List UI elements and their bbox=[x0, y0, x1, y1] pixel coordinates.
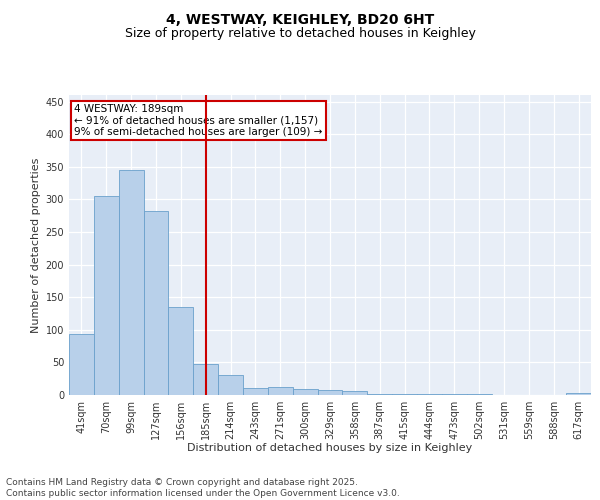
Text: Contains HM Land Registry data © Crown copyright and database right 2025.
Contai: Contains HM Land Registry data © Crown c… bbox=[6, 478, 400, 498]
Y-axis label: Number of detached properties: Number of detached properties bbox=[31, 158, 41, 332]
Bar bbox=[268, 387, 293, 395]
Bar bbox=[143, 211, 169, 395]
Bar bbox=[442, 394, 467, 395]
Bar bbox=[218, 376, 243, 395]
Bar bbox=[193, 364, 218, 395]
Text: 4 WESTWAY: 189sqm
← 91% of detached houses are smaller (1,157)
9% of semi-detach: 4 WESTWAY: 189sqm ← 91% of detached hous… bbox=[74, 104, 323, 137]
Bar bbox=[94, 196, 119, 395]
Bar bbox=[243, 388, 268, 395]
Bar bbox=[293, 389, 317, 395]
Bar bbox=[417, 394, 442, 395]
Bar bbox=[392, 394, 417, 395]
Text: 4, WESTWAY, KEIGHLEY, BD20 6HT: 4, WESTWAY, KEIGHLEY, BD20 6HT bbox=[166, 12, 434, 26]
Bar bbox=[169, 307, 193, 395]
Bar bbox=[566, 393, 591, 395]
Bar bbox=[317, 390, 343, 395]
Text: Size of property relative to detached houses in Keighley: Size of property relative to detached ho… bbox=[125, 28, 475, 40]
Bar bbox=[467, 394, 491, 395]
X-axis label: Distribution of detached houses by size in Keighley: Distribution of detached houses by size … bbox=[187, 444, 473, 454]
Bar bbox=[119, 170, 143, 395]
Bar bbox=[367, 394, 392, 395]
Bar bbox=[69, 334, 94, 395]
Bar bbox=[343, 391, 367, 395]
